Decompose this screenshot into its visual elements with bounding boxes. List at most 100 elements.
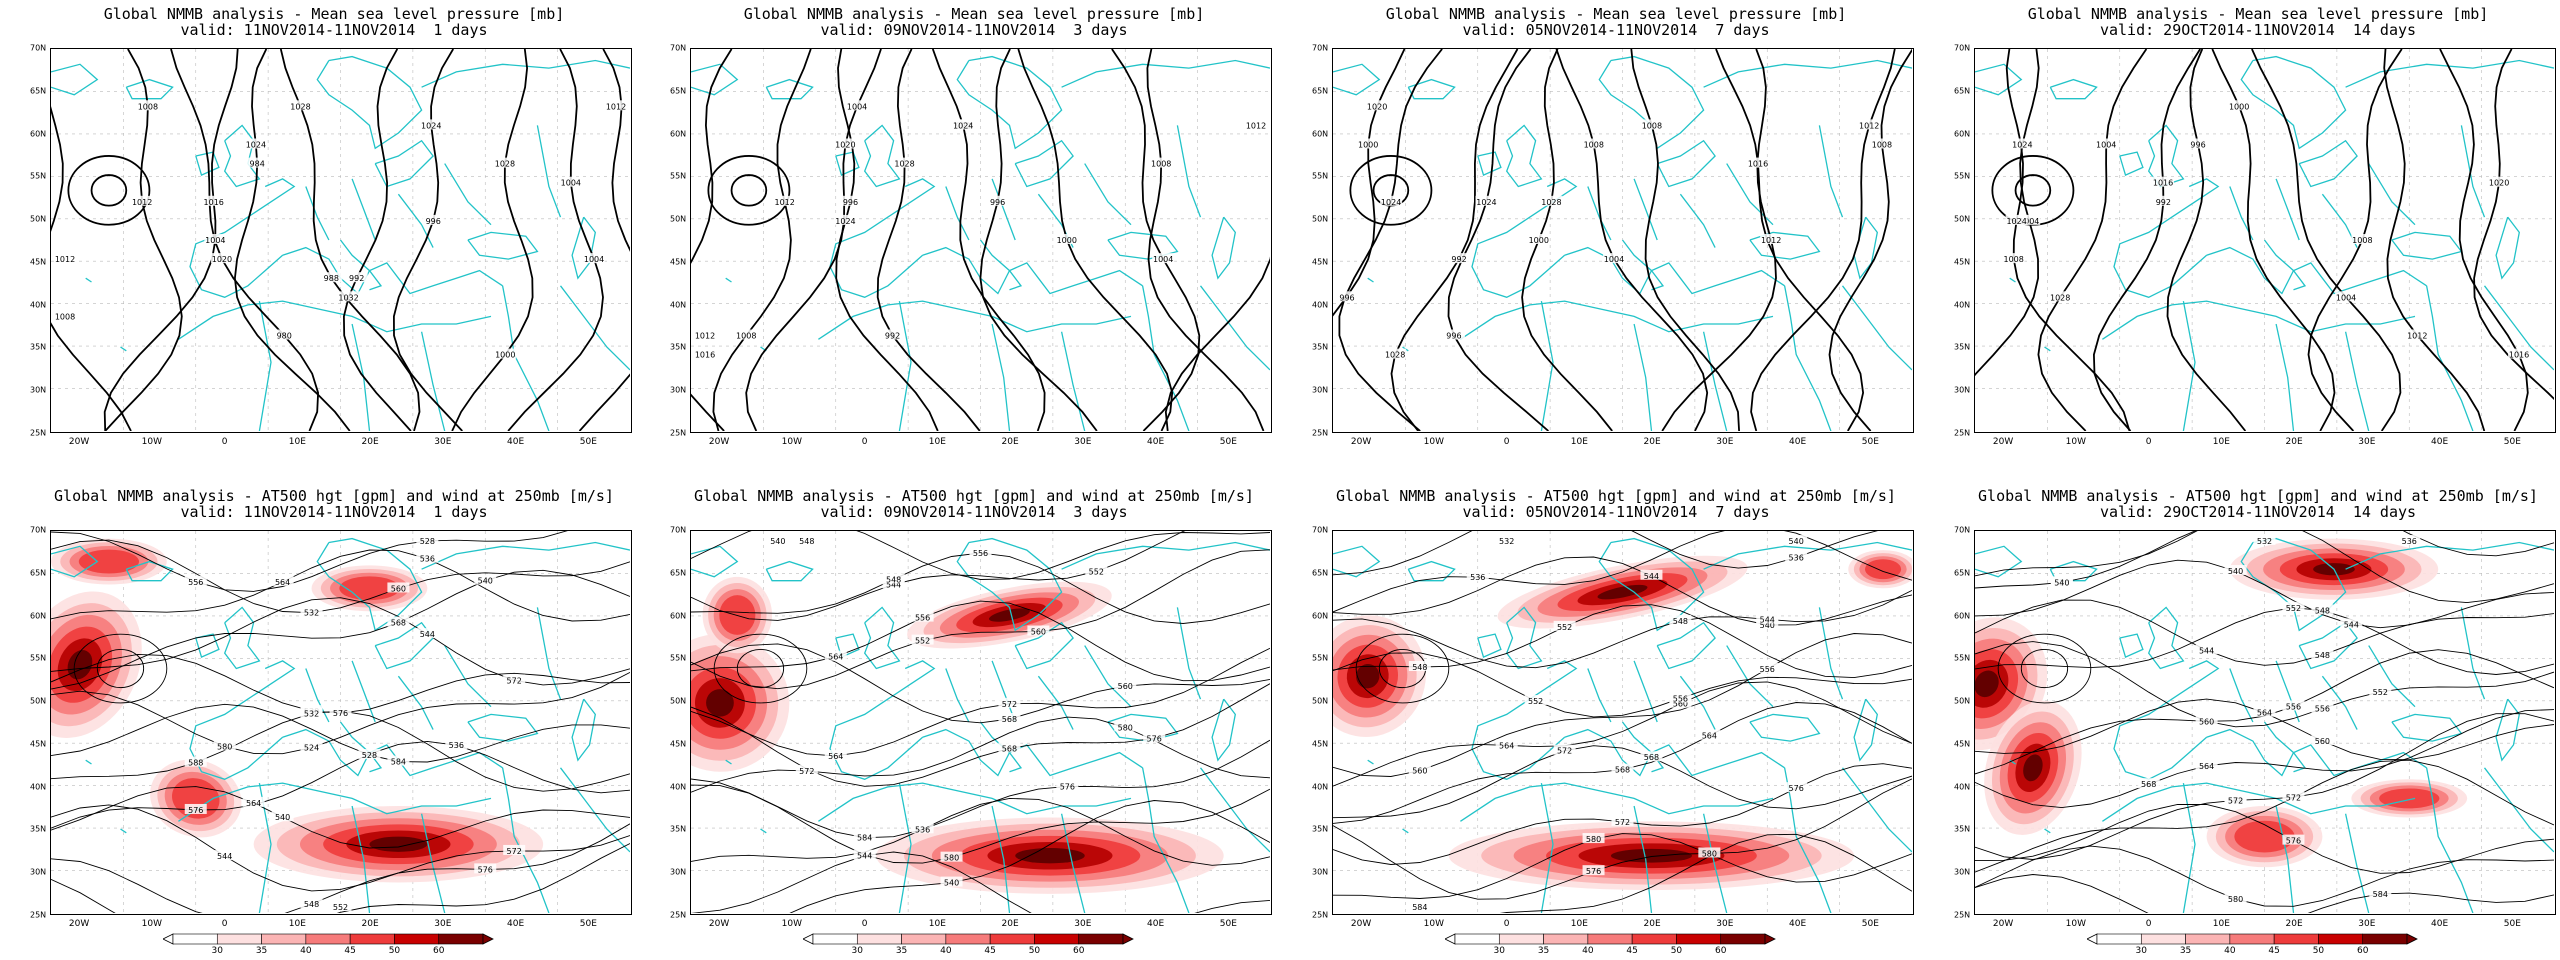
contour-label: 548 xyxy=(886,575,901,584)
contour-label: 568 xyxy=(1002,715,1017,724)
contour-label: 1028 xyxy=(1541,198,1561,207)
contour-label: 528 xyxy=(362,751,377,760)
contour-label: 1008 xyxy=(1584,141,1604,150)
map-canvas: 5405445485525565605645685725765805365405… xyxy=(691,531,1270,913)
contour-label: 988 xyxy=(324,274,339,283)
contour-label: 1012 xyxy=(1859,121,1879,130)
lon-tick-label: 10E xyxy=(288,919,306,929)
wind-contour xyxy=(78,549,140,574)
panel-valid-range: valid: 09NOV2014-11NOV2014 3 days xyxy=(820,503,1128,521)
colorbar-label: 45 xyxy=(344,946,356,956)
contour-label: 528 xyxy=(420,537,435,546)
lon-tick-label: 10W xyxy=(781,919,803,929)
colorbar-label: 60 xyxy=(2356,946,2369,956)
colorbar-label: 50 xyxy=(1028,946,1041,956)
lat-tick-label: 50N xyxy=(670,696,687,706)
contour-label: 568 xyxy=(1615,766,1630,775)
lat-tick-label: 30N xyxy=(670,867,687,877)
contour-label: 1020 xyxy=(1367,102,1387,111)
contour-label: 1020 xyxy=(212,255,232,264)
wind-colorbar: 30 35 40 45 50 60 xyxy=(2087,933,2437,956)
lat-tick-label: 65N xyxy=(1312,86,1329,96)
contour-label: 996 xyxy=(1446,332,1461,341)
contour-label: 544 xyxy=(2344,620,2359,629)
coastlines xyxy=(691,55,1270,431)
colorbar-swatch xyxy=(945,933,991,945)
contour-label: 580 xyxy=(2228,895,2243,904)
contour-label: 584 xyxy=(857,834,872,843)
lat-tick-label: 40N xyxy=(30,782,47,792)
lon-tick-label: 40E xyxy=(2431,437,2449,447)
lat-tick-label: 25N xyxy=(1312,910,1329,920)
lat-tick-label: 70N xyxy=(1954,43,1971,53)
lon-tick-label: 10E xyxy=(1570,437,1588,447)
contour-label: 1008 xyxy=(2352,236,2372,245)
lat-tick-label: 55N xyxy=(1312,653,1329,663)
lon-tick-label: 50E xyxy=(1219,437,1237,447)
lon-tick-label: 20W xyxy=(68,919,90,929)
contour-label: 552 xyxy=(1557,623,1572,632)
map-grid xyxy=(691,49,1270,431)
colorbar-swatch xyxy=(1078,933,1124,945)
contour-label: 564 xyxy=(828,752,843,761)
contour-label: 540 xyxy=(1760,621,1775,630)
lat-tick-label: 45N xyxy=(1954,739,1971,749)
contour-label: 572 xyxy=(507,847,522,856)
colorbar-swatch xyxy=(1454,933,1500,945)
contour-label: 576 xyxy=(2286,837,2301,846)
lon-tick-label: 20W xyxy=(708,919,730,929)
lon-tick-label: 50E xyxy=(2503,919,2521,929)
lon-tick-label: 40E xyxy=(1147,437,1165,447)
z500-panel-3: Global NMMB analysis - AT500 hgt [gpm] a… xyxy=(1310,482,1922,960)
contour-label: 524 xyxy=(304,744,319,753)
wind-contour xyxy=(1864,559,1902,580)
lon-tick-label: 20E xyxy=(2285,437,2303,447)
lon-tick-label: 0 xyxy=(2145,437,2152,447)
contour-label: 1004 xyxy=(584,255,604,264)
lat-tick-label: 30N xyxy=(1312,867,1329,877)
contour-labels: 5405445485525565605645685725765805365405… xyxy=(766,535,1166,888)
lat-tick-label: 65N xyxy=(670,86,687,96)
contour-label: 536 xyxy=(915,825,930,834)
lat-tick-label: 70N xyxy=(30,43,47,53)
contour-label: 560 xyxy=(2199,717,2214,726)
lat-tick-label: 40N xyxy=(670,782,687,792)
wind-contour xyxy=(1356,663,1380,689)
lat-tick-label: 30N xyxy=(30,385,47,395)
contour-label: 564 xyxy=(1499,741,1514,750)
contour-label: 996 xyxy=(843,198,858,207)
contour-label: 1024 xyxy=(1476,198,1496,207)
contour-label: 1000 xyxy=(1529,236,1549,245)
contour-label: 532 xyxy=(2257,537,2272,546)
contour-labels: 1004 1008 1004 992 996 1000 1004 1008 1012 1016 10… xyxy=(2002,100,2531,360)
lon-tick-label: 40E xyxy=(2431,919,2449,929)
lat-tick-label: 70N xyxy=(1312,43,1329,53)
panel-valid-range: valid: 29OCT2014-11NOV2014 14 days xyxy=(2099,503,2417,521)
lon-tick-label: 20W xyxy=(1992,437,2014,447)
lat-tick-label: 45N xyxy=(1312,739,1329,749)
lon-tick-label: 50E xyxy=(579,919,597,929)
wind-colorbar: 30 35 40 45 50 60 xyxy=(163,933,513,956)
lon-tick-label: 20E xyxy=(1001,919,1019,929)
lon-tick-label: 10E xyxy=(288,437,306,447)
contour-label: 556 xyxy=(973,549,988,558)
contour-label: 556 xyxy=(2286,702,2301,711)
contour-label: 996 xyxy=(426,217,441,226)
contour-label: 1004 xyxy=(1153,255,1173,264)
panel-title: Global NMMB analysis - Mean sea level pr… xyxy=(1952,6,2560,38)
wind-contour xyxy=(2023,754,2043,782)
map-frame: 5285325365405445305245285325365405445485… xyxy=(50,530,632,915)
panel-title: Global NMMB analysis - AT500 hgt [gpm] a… xyxy=(1952,488,2560,520)
contour-label: 1024 xyxy=(246,141,266,150)
contour-label: 1020 xyxy=(2489,179,2509,188)
lon-tick-label: 30E xyxy=(2358,919,2376,929)
lat-tick-label: 50N xyxy=(670,214,687,224)
lat-tick-label: 70N xyxy=(30,525,47,535)
contour-label: 548 xyxy=(1673,617,1688,626)
lon-tick-label: 20E xyxy=(1643,919,1661,929)
colorbar-label: 30 xyxy=(2135,946,2148,956)
z500-panel-4: Global NMMB analysis - AT500 hgt [gpm] a… xyxy=(1952,482,2560,960)
contour-label: 560 xyxy=(1118,682,1133,691)
lon-tick-label: 30E xyxy=(434,437,452,447)
panel-valid-range: valid: 11NOV2014-11NOV2014 1 days xyxy=(180,21,488,39)
